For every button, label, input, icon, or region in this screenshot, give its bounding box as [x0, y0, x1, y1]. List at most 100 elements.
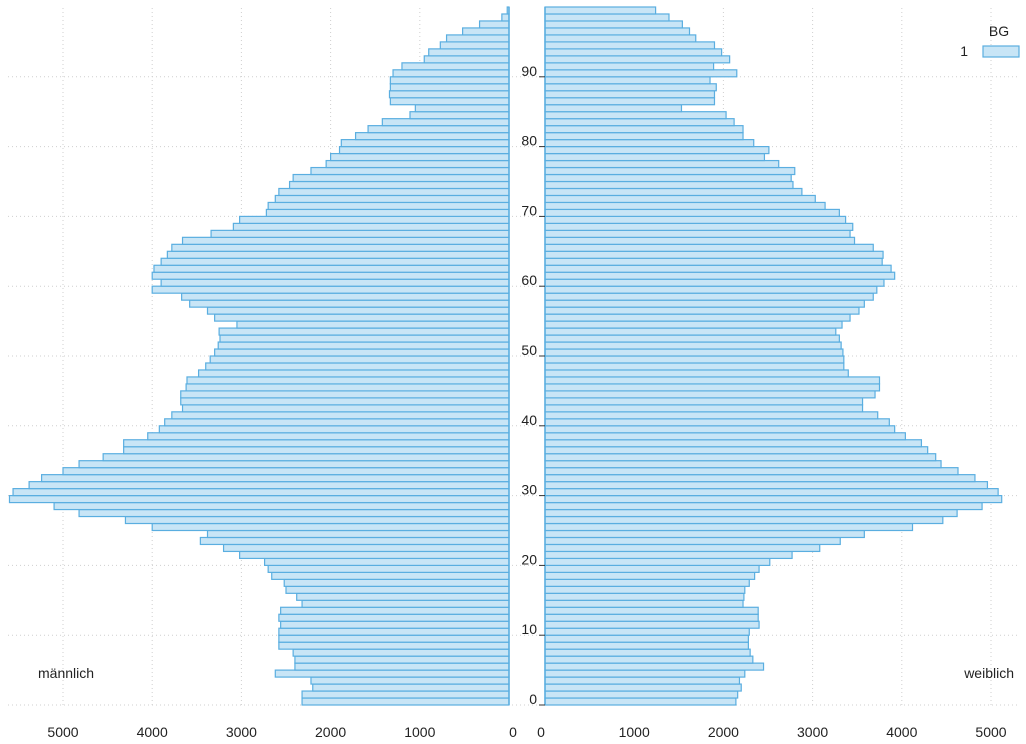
bar-male-age-80	[340, 139, 510, 148]
age-tick-label-50: 50	[521, 342, 537, 358]
bar-male-age-49	[209, 355, 510, 364]
bar-female-age-92	[544, 55, 731, 64]
bar-male-age-36	[123, 446, 510, 455]
bar-male-age-84	[409, 111, 510, 120]
bar-female-age-83	[544, 118, 735, 127]
bar-female-age-42	[544, 404, 864, 413]
bar-female-age-3	[544, 676, 741, 685]
bar-female-age-41	[544, 411, 879, 420]
bar-female-age-84	[544, 111, 727, 120]
bar-male-age-15	[296, 592, 510, 601]
bar-male-age-10	[278, 627, 510, 636]
bar-male-age-5	[294, 662, 510, 671]
bar-female-age-95	[544, 34, 697, 43]
bar-female-age-30	[544, 488, 999, 497]
bar-female-age-62	[544, 264, 892, 273]
bar-male-age-68	[232, 222, 510, 231]
bar-male-age-71	[267, 201, 510, 211]
bar-female-age-33	[544, 467, 959, 476]
age-tick-label-30: 30	[521, 482, 537, 498]
bar-female-age-38	[544, 432, 906, 441]
bar-female-age-13	[544, 606, 759, 615]
bar-male-age-89	[389, 76, 510, 85]
bar-male-age-61	[151, 271, 510, 280]
bar-female-age-12	[544, 613, 759, 622]
bar-female-age-14	[544, 599, 744, 608]
bar-male-age-54	[236, 320, 510, 329]
bar-female-age-87	[544, 90, 716, 99]
bar-male-age-88	[389, 83, 510, 92]
bar-female-age-7	[544, 648, 751, 657]
bar-female-age-94	[544, 41, 716, 50]
bar-female-age-64	[544, 250, 884, 259]
bar-female-age-22	[544, 543, 821, 553]
bar-male-age-28	[53, 501, 510, 511]
bar-male-age-67	[210, 229, 510, 238]
bar-female-age-18	[544, 571, 756, 580]
bar-male-age-60	[160, 278, 510, 287]
bar-male-age-20	[263, 557, 510, 566]
bar-male-age-44	[180, 390, 510, 399]
bar-male-age-92	[423, 55, 510, 64]
bar-female-age-77	[544, 159, 780, 169]
x-tick-left-2000: 2000	[315, 724, 346, 740]
bar-male-age-52	[219, 334, 510, 343]
bar-female-age-91	[544, 62, 715, 71]
bar-female-age-47	[544, 369, 849, 378]
bar-female-age-63	[544, 257, 883, 266]
bar-female-age-73	[544, 187, 803, 197]
bar-female-age-35	[544, 453, 937, 462]
bar-male-age-62	[153, 264, 510, 273]
bar-female-age-4	[544, 669, 746, 678]
bar-male-age-55	[214, 313, 510, 322]
bar-male-age-46	[186, 376, 510, 385]
bar-male-age-73	[278, 187, 510, 197]
bar-female-age-81	[544, 132, 744, 141]
bar-male-age-58	[181, 292, 510, 301]
bar-male-age-43	[180, 397, 510, 406]
bar-female-age-34	[544, 460, 942, 469]
bars-group	[8, 6, 1003, 706]
bar-female-age-45	[544, 383, 881, 392]
bar-female-age-98	[544, 13, 670, 22]
bar-male-age-33	[62, 467, 510, 476]
bar-male-age-3	[310, 676, 510, 685]
bar-female-age-71	[544, 201, 826, 211]
bar-female-age-19	[544, 564, 760, 573]
age-tick-label-0: 0	[529, 691, 537, 707]
age-tick-label-40: 40	[521, 412, 537, 428]
bar-female-age-54	[544, 320, 843, 329]
bar-male-age-51	[217, 341, 510, 350]
bar-female-age-61	[544, 271, 896, 280]
bar-male-age-21	[239, 550, 510, 560]
bar-female-age-23	[544, 536, 841, 546]
bar-male-age-7	[292, 648, 510, 657]
bar-female-age-89	[544, 76, 711, 85]
bar-male-age-30	[12, 488, 510, 497]
bar-female-age-20	[544, 557, 771, 566]
bar-male-age-63	[160, 257, 510, 266]
legend-title: BG	[989, 23, 1009, 39]
bar-female-age-40	[544, 418, 890, 427]
bar-female-age-88	[544, 83, 717, 92]
bar-female-age-21	[544, 550, 793, 560]
bar-male-age-56	[206, 306, 510, 315]
bar-male-age-4	[274, 669, 510, 678]
bar-female-age-31	[544, 481, 989, 490]
bar-male-age-83	[381, 118, 510, 127]
bar-male-age-24	[206, 529, 510, 539]
bar-male-age-34	[78, 460, 510, 469]
bar-male-age-96	[462, 27, 510, 36]
bar-female-age-82	[544, 125, 744, 134]
bar-male-age-12	[278, 613, 510, 622]
bar-female-age-1	[544, 690, 739, 699]
bar-female-age-48	[544, 362, 845, 371]
bar-female-age-28	[544, 501, 983, 511]
bar-male-age-17	[283, 578, 510, 587]
bar-female-age-52	[544, 334, 840, 343]
bar-female-age-69	[544, 215, 847, 224]
bar-male-age-42	[181, 404, 510, 413]
bar-female-age-0	[544, 697, 737, 706]
bar-male-age-81	[354, 132, 510, 141]
bar-female-age-53	[544, 327, 837, 336]
